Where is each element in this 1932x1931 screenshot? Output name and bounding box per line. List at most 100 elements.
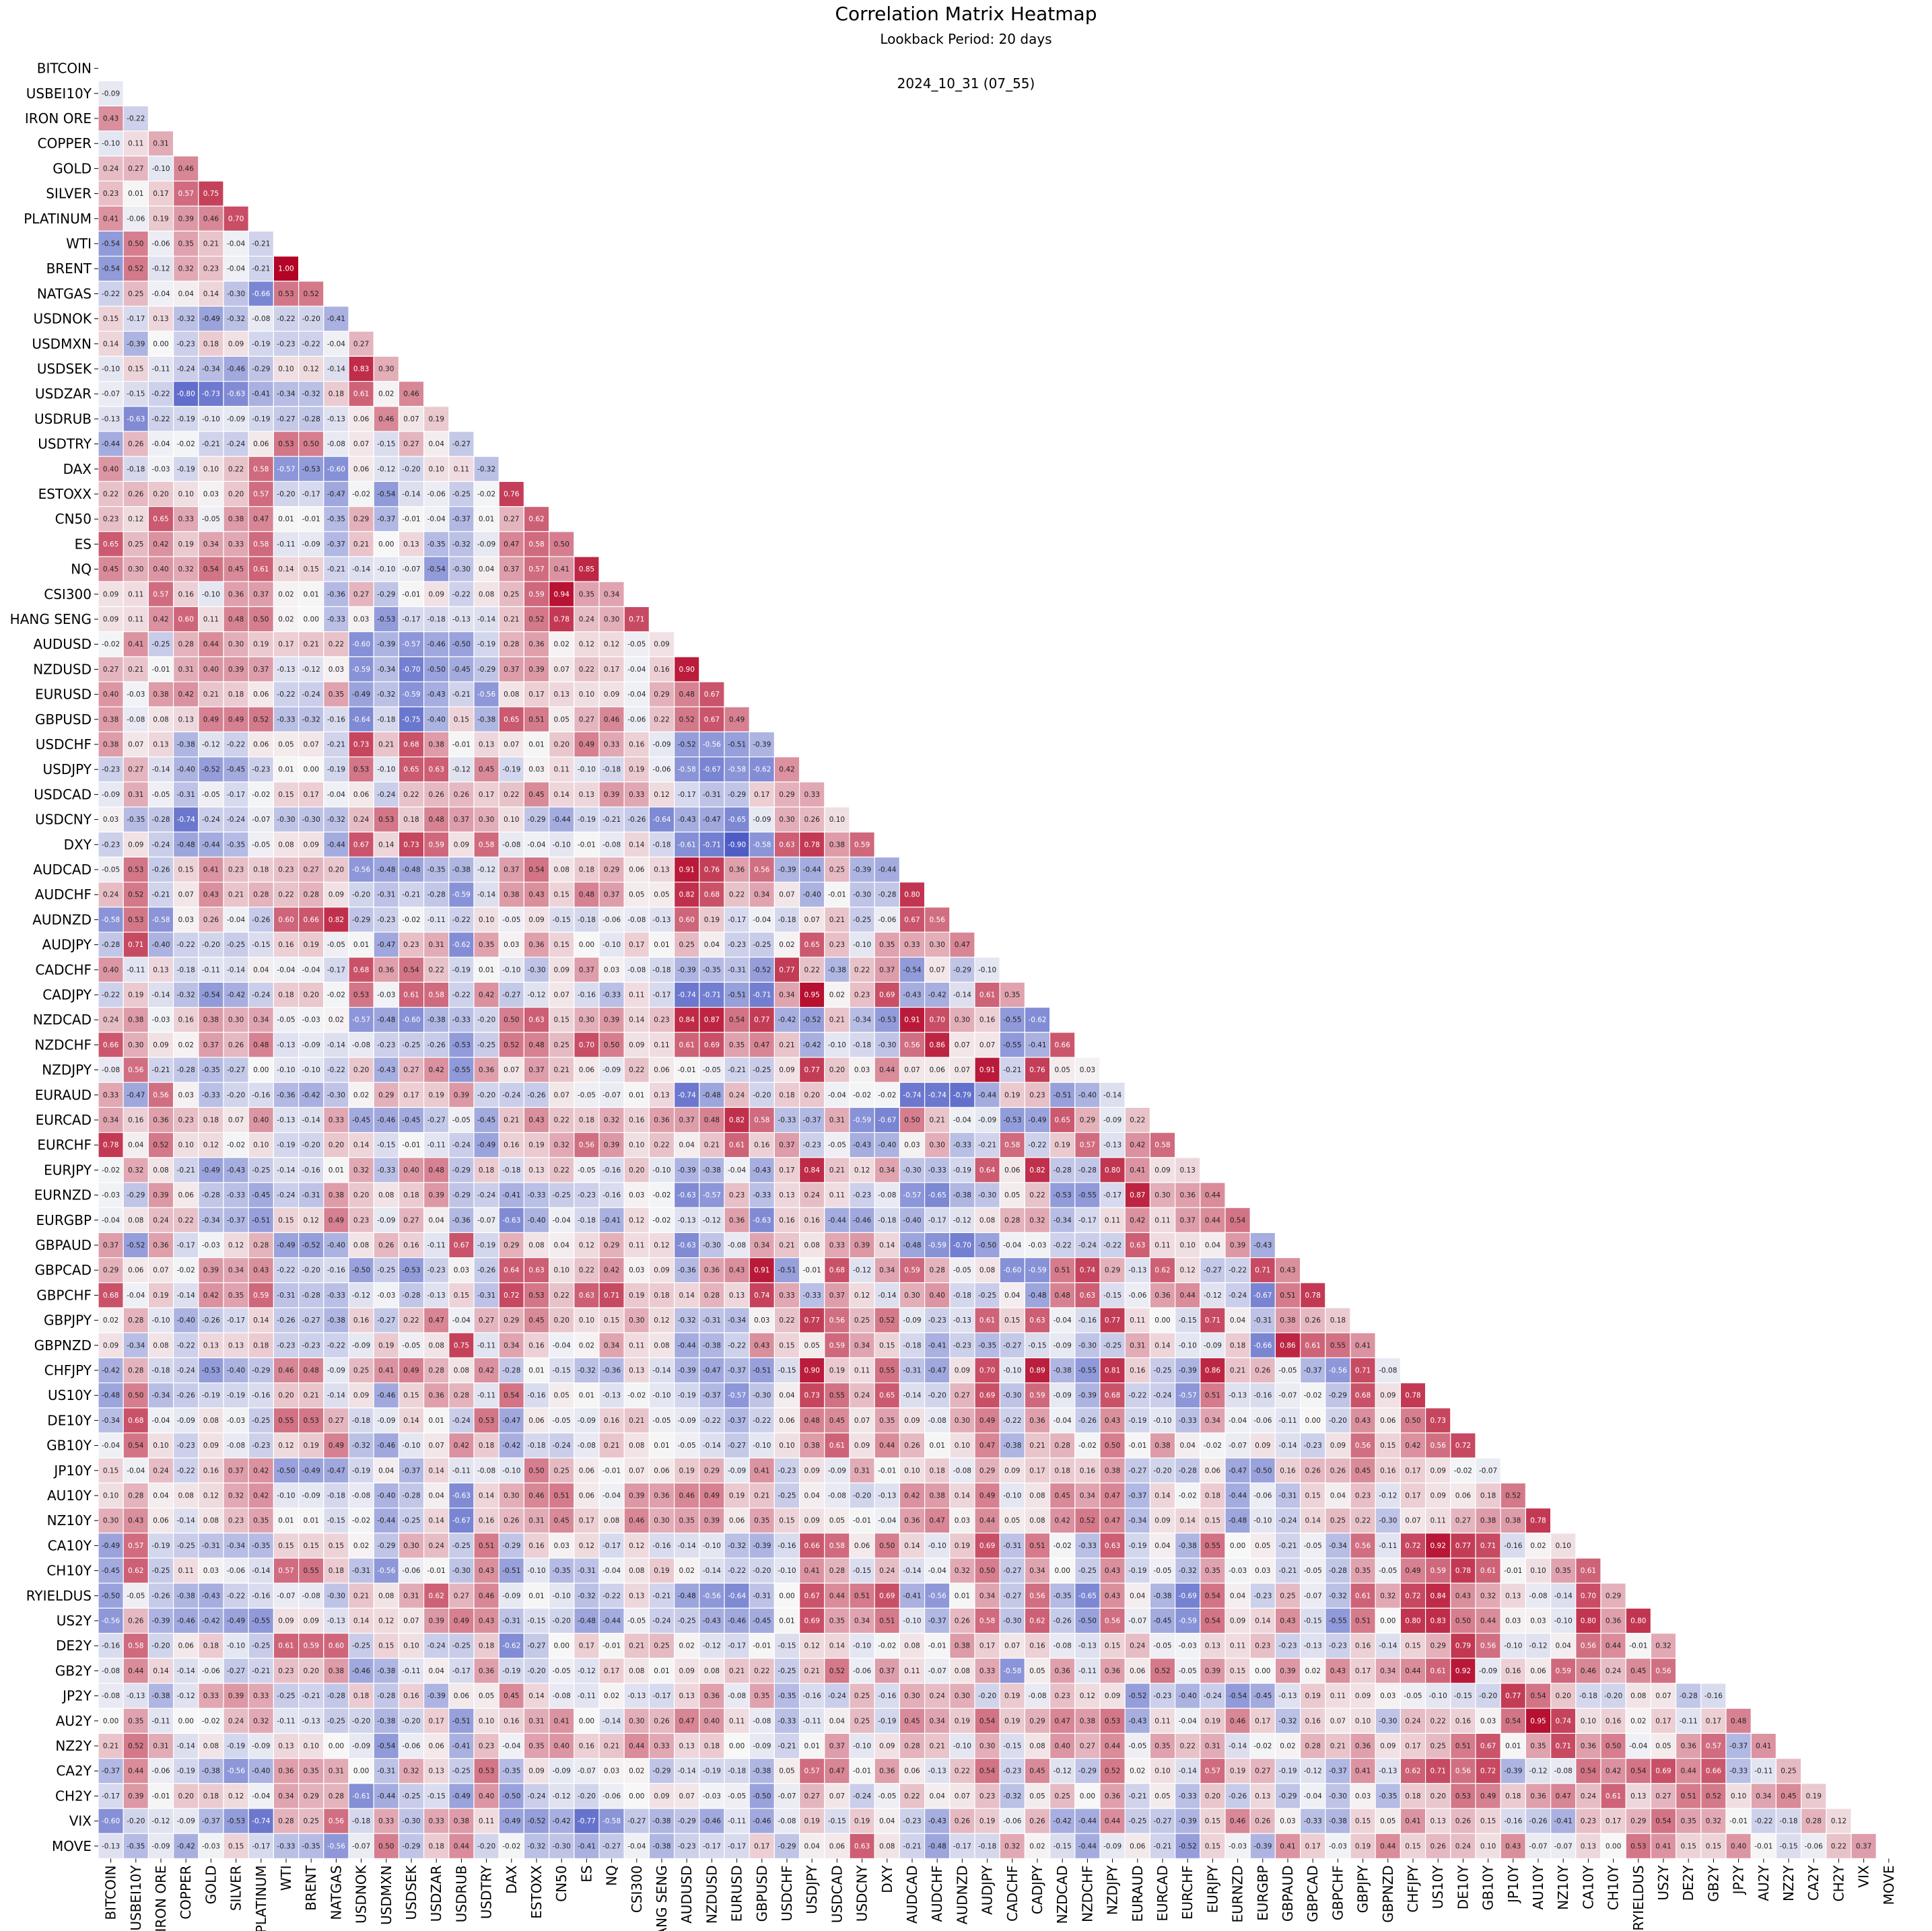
- cell-value-label: -0.35: [502, 1767, 520, 1776]
- cell-value-label: -0.50: [277, 1467, 295, 1475]
- cell-value-label: 0.17: [1606, 1817, 1621, 1825]
- cell-value-label: -0.18: [427, 616, 446, 624]
- cell-value-label: 0.15: [278, 1216, 294, 1224]
- cell-value-label: 0.71: [1480, 1542, 1496, 1550]
- cell-value-label: -0.01: [928, 1642, 946, 1650]
- cell-value-label: -0.45: [252, 1191, 270, 1199]
- cell-value-label: 0.34: [1756, 1792, 1772, 1800]
- cell-value-label: 0.10: [504, 816, 519, 824]
- heatmap-cell: [198, 306, 224, 332]
- cell-value-label: 0.67: [454, 1242, 469, 1250]
- cell-value-label: -0.17: [252, 1842, 270, 1850]
- cell-value-label: 0.16: [178, 1016, 195, 1024]
- cell-value-label: 0.21: [729, 1667, 745, 1675]
- cell-value-label: -0.22: [151, 390, 170, 398]
- cell-value-label: 0.66: [1055, 1041, 1071, 1049]
- cell-value-label: 0.86: [1280, 1341, 1296, 1349]
- cell-value-label: -0.46: [853, 1216, 871, 1224]
- cell-value-label: 0.36: [1029, 1417, 1045, 1425]
- cell-value-label: -0.50: [502, 1792, 520, 1800]
- cell-value-label: 0.56: [128, 1066, 144, 1074]
- cell-value-label: 0.06: [579, 1467, 595, 1475]
- cell-value-label: 0.38: [1105, 1467, 1120, 1475]
- cell-value-label: 0.02: [779, 941, 794, 949]
- cell-value-label: 0.05: [829, 1517, 845, 1525]
- cell-value-label: -0.33: [1729, 1767, 1748, 1776]
- cell-value-label: 0.09: [654, 1267, 669, 1275]
- cell-value-label: 0.22: [629, 1066, 644, 1074]
- cell-value-label: -0.09: [302, 540, 320, 549]
- cell-value-label: -0.06: [1253, 1492, 1272, 1500]
- cell-value-label: 0.38: [955, 1642, 970, 1650]
- cell-value-label: 0.07: [779, 891, 794, 899]
- cell-value-label: -0.22: [227, 1592, 245, 1600]
- cell-value-label: 0.09: [779, 1066, 794, 1074]
- cell-value-label: 0.22: [403, 791, 419, 799]
- cell-value-label: 0.01: [629, 1091, 644, 1099]
- cell-value-label: 0.22: [554, 1117, 570, 1125]
- cell-value-label: -0.18: [502, 1166, 520, 1174]
- cell-value-label: 0.10: [1731, 1792, 1746, 1800]
- cell-value-label: -0.16: [778, 1542, 796, 1550]
- cell-value-label: -0.70: [402, 666, 420, 674]
- cell-value-label: -0.14: [252, 1567, 270, 1575]
- cell-value-label: 0.07: [554, 1091, 570, 1099]
- cell-value-label: 0.06: [128, 1267, 144, 1275]
- cell-value-label: -0.04: [227, 916, 245, 924]
- cell-value-label: -0.05: [502, 916, 520, 924]
- cell-value-label: 0.52: [829, 1667, 845, 1675]
- cell-value-label: -0.25: [151, 1567, 170, 1575]
- cell-value-label: -0.23: [1329, 1642, 1347, 1650]
- cell-value-label: 0.06: [1205, 1467, 1221, 1475]
- cell-value-label: -0.13: [277, 666, 295, 674]
- cell-value-label: -0.08: [127, 715, 145, 724]
- cell-value-label: 0.33: [654, 1743, 669, 1751]
- cell-value-label: -0.35: [978, 1341, 996, 1349]
- cell-value-label: 0.21: [604, 1442, 619, 1450]
- cell-value-label: 0.21: [930, 1743, 945, 1751]
- cell-value-label: 0.56: [1581, 1642, 1597, 1650]
- cell-value-label: 0.54: [1530, 1692, 1546, 1700]
- cell-value-label: -0.58: [753, 841, 771, 849]
- cell-value-label: 0.11: [1154, 1717, 1170, 1725]
- cell-value-label: 0.07: [504, 741, 519, 749]
- cell-value-label: -0.11: [1680, 1717, 1698, 1725]
- cell-value-label: 0.65: [153, 516, 168, 524]
- cell-value-label: 0.33: [804, 791, 820, 799]
- cell-value-label: 0.24: [579, 616, 595, 624]
- cell-value-label: -0.12: [1529, 1767, 1547, 1776]
- cell-value-label: 0.07: [1405, 1517, 1420, 1525]
- cell-value-label: 0.26: [454, 791, 470, 799]
- cell-value-label: 0.23: [1581, 1817, 1596, 1825]
- cell-value-label: 0.06: [1130, 1667, 1146, 1675]
- cell-value-label: 0.39: [228, 666, 244, 674]
- cell-value-label: 0.42: [153, 540, 168, 549]
- cell-value-label: -0.38: [953, 1191, 971, 1199]
- cell-value-label: 0.32: [1380, 1592, 1395, 1600]
- cell-value-label: -0.25: [377, 1267, 395, 1275]
- cell-value-label: -0.28: [302, 1292, 320, 1300]
- cell-value-label: -0.15: [1454, 1692, 1472, 1700]
- cell-value-label: 0.40: [930, 1292, 945, 1300]
- cell-value-label: -0.20: [302, 1267, 320, 1275]
- cell-value-label: 0.34: [1080, 1492, 1096, 1500]
- cell-value-label: 0.32: [253, 1717, 269, 1725]
- cell-value-label: -0.09: [377, 1216, 395, 1224]
- cell-value-label: 0.29: [1105, 1267, 1120, 1275]
- cell-value-label: 0.04: [829, 1717, 846, 1725]
- cell-value-label: -0.24: [377, 791, 395, 799]
- cell-value-label: -0.33: [1179, 1417, 1197, 1425]
- cell-value-label: 0.34: [1205, 1417, 1221, 1425]
- cell-value-label: -0.26: [202, 1316, 220, 1325]
- cell-value-label: -0.24: [1229, 1292, 1247, 1300]
- cell-value-label: 0.28: [304, 891, 319, 899]
- cell-value-label: 0.15: [278, 791, 294, 799]
- cell-value-label: 0.76: [504, 491, 520, 499]
- cell-value-label: 0.15: [1004, 1316, 1020, 1325]
- cell-value-label: 0.34: [979, 1592, 996, 1600]
- cell-value-label: 0.52: [128, 265, 143, 273]
- cell-value-label: -0.65: [728, 816, 746, 824]
- cell-value-label: -0.35: [553, 1567, 571, 1575]
- cell-value-label: -0.59: [452, 891, 471, 899]
- cell-value-label: -0.63: [227, 390, 245, 398]
